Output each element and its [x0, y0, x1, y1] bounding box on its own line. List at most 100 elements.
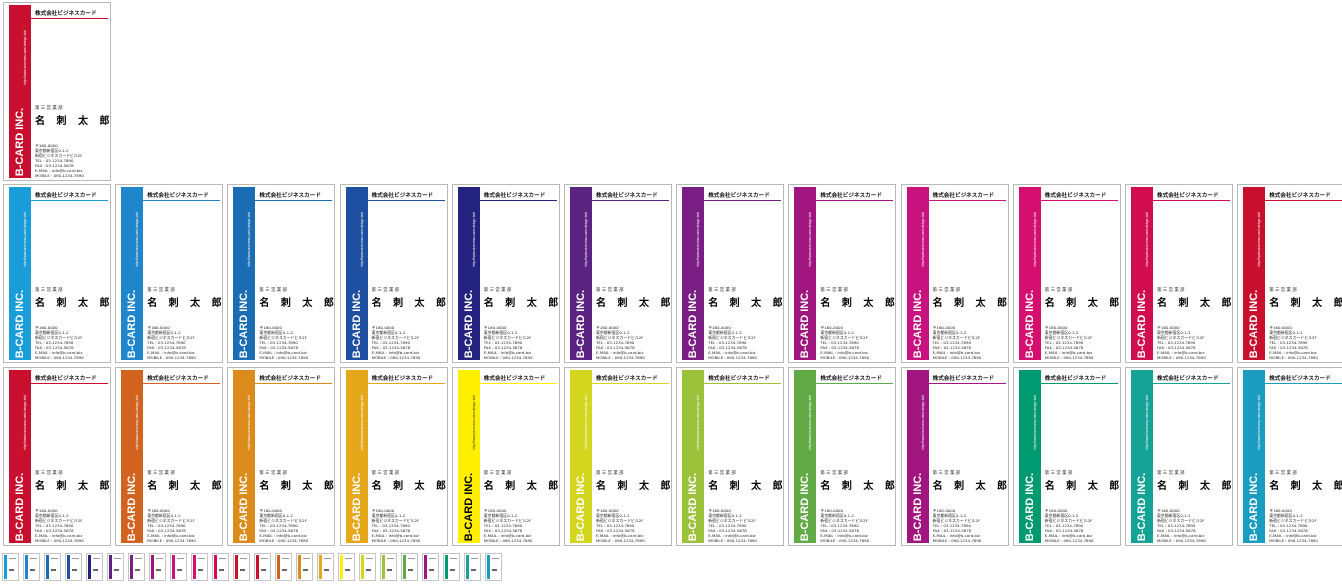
contact-line: 〒160-0000 — [820, 325, 844, 330]
thumbnail-band — [340, 555, 343, 579]
business-card[interactable]: B-CARD INC. http://www.business-card-desi… — [788, 367, 897, 546]
department: 第 三 営 業 部 — [1157, 288, 1185, 293]
business-card[interactable]: B-CARD INC. http://www.business-card-desi… — [1012, 367, 1121, 546]
thumbnail-band — [88, 555, 91, 579]
card-thumbnail[interactable] — [65, 553, 82, 581]
contact-block: 〒160-0000 東京都新宿区0-1-2 新宿ビジネスカードビル2F TEL : 0… — [820, 325, 869, 360]
card-thumbnail[interactable] — [149, 553, 166, 581]
thumbnail-line — [219, 558, 226, 559]
contact-block: 〒160-0000 東京都新宿区0-1-2 新宿ビジネスカードビル2F TEL : 0… — [1045, 325, 1094, 360]
card-thumbnail[interactable] — [296, 553, 313, 581]
thumbnail-name — [345, 569, 350, 571]
card-thumbnail[interactable] — [107, 553, 124, 581]
contact-line: 東京都新宿区0-1-2 — [35, 148, 69, 153]
card-thumbnail[interactable] — [128, 553, 145, 581]
card-thumbnail[interactable] — [212, 553, 229, 581]
contact-line: 新宿ビジネスカードビル2F — [1269, 335, 1317, 340]
company-name: 株式会社ビジネスカード — [708, 376, 770, 382]
contact-line: MOBILE : 090-1234-7890 — [708, 355, 757, 360]
business-card[interactable]: B-CARD INC. http://www.business-card-desi… — [564, 184, 672, 363]
business-card[interactable]: B-CARD INC. http://www.business-card-desi… — [676, 184, 785, 363]
company-name: 株式会社ビジネスカード — [820, 376, 882, 382]
thumbnail-name — [9, 569, 14, 571]
header-rule — [143, 383, 221, 384]
color-band: B-CARD INC. http://www.business-card-desi… — [9, 187, 31, 360]
business-card[interactable]: B-CARD INC. http://www.business-card-desi… — [115, 184, 224, 363]
company-name: 株式会社ビジネスカード — [820, 193, 882, 199]
contact-line: E-MAIL : info@b-card.biz — [708, 350, 756, 355]
color-band: B-CARD INC. http://www.business-card-desi… — [570, 187, 592, 360]
contact-line: 東京都新宿区0-1-2 — [1269, 330, 1303, 335]
business-card[interactable]: B-CARD INC. http://www.business-card-desi… — [676, 367, 785, 546]
card-thumbnail[interactable] — [317, 553, 334, 581]
card-thumbnail[interactable] — [191, 553, 208, 581]
thumbnail-band — [67, 555, 70, 579]
card-thumbnail[interactable] — [170, 553, 187, 581]
thumbnail-line — [282, 558, 289, 559]
person-name: 名 刺 太 郎 — [932, 481, 1009, 492]
card-thumbnail[interactable] — [464, 553, 481, 581]
card-thumbnail[interactable] — [44, 553, 61, 581]
business-card[interactable]: B-CARD INC. http://www.business-card-desi… — [1125, 367, 1233, 546]
card-thumbnail[interactable] — [254, 553, 271, 581]
thumbnail-band — [109, 555, 112, 579]
business-card[interactable]: B-CARD INC. http://www.business-card-desi… — [564, 367, 672, 546]
thumbnail-name — [135, 569, 140, 571]
company-name: 株式会社ビジネスカード — [596, 376, 658, 382]
thumbnail-line — [9, 558, 16, 559]
thumbnail-band — [25, 555, 28, 579]
business-card[interactable]: B-CARD INC. http://www.business-card-desi… — [227, 184, 336, 363]
color-band: B-CARD INC. http://www.business-card-desi… — [1131, 370, 1153, 543]
business-card[interactable]: B-CARD INC. http://www.business-card-desi… — [339, 367, 448, 546]
business-card[interactable]: B-CARD INC. http://www.business-card-desi… — [3, 2, 111, 181]
thumbnail-line — [93, 558, 100, 559]
business-card[interactable]: B-CARD INC. http://www.business-card-desi… — [900, 184, 1009, 363]
card-thumbnail[interactable] — [338, 553, 355, 581]
business-card[interactable]: B-CARD INC. http://www.business-card-desi… — [1237, 184, 1342, 363]
card-thumbnail[interactable] — [275, 553, 292, 581]
card-thumbnail[interactable] — [23, 553, 40, 581]
contact-line: FAX : 03-1234-5678 — [596, 528, 635, 533]
contact-line: 東京都新宿区0-1-2 — [259, 513, 293, 518]
business-card[interactable]: B-CARD INC. http://www.business-card-desi… — [339, 184, 448, 363]
business-card[interactable]: B-CARD INC. http://www.business-card-desi… — [900, 367, 1009, 546]
contact-block: 〒160-0000 東京都新宿区0-1-2 新宿ビジネスカードビル2F TEL : 0… — [933, 508, 982, 543]
card-thumbnail[interactable] — [2, 553, 19, 581]
department: 第 三 営 業 部 — [932, 471, 961, 476]
contact-block: 〒160-0000 東京都新宿区0-1-2 新宿ビジネスカードビル2F TEL : 0… — [708, 325, 757, 360]
company-name: 株式会社ビジネスカード — [1157, 193, 1219, 199]
card-thumbnail[interactable] — [380, 553, 397, 581]
contact-line: 東京都新宿区0-1-2 — [147, 513, 181, 518]
contact-line: TEL : 03-1234-7890 — [820, 523, 859, 528]
business-card[interactable]: B-CARD INC. http://www.business-card-desi… — [3, 184, 111, 363]
business-card[interactable]: B-CARD INC. http://www.business-card-desi… — [227, 367, 336, 546]
business-card[interactable]: B-CARD INC. http://www.business-card-desi… — [115, 367, 224, 546]
card-thumbnail[interactable] — [401, 553, 418, 581]
card-thumbnail[interactable] — [422, 553, 439, 581]
card-thumbnail[interactable] — [359, 553, 376, 581]
business-card[interactable]: B-CARD INC. http://www.business-card-desi… — [1237, 367, 1342, 546]
thumbnail-band — [361, 555, 364, 579]
card-thumbnail[interactable] — [86, 553, 103, 581]
contact-line: TEL : 03-1234-7890 — [708, 523, 747, 528]
business-card[interactable]: B-CARD INC. http://www.business-card-desi… — [1125, 184, 1233, 363]
contact-line: 新宿ビジネスカードビル2F — [371, 518, 420, 523]
header-rule — [31, 383, 108, 384]
card-thumbnail[interactable] — [485, 553, 502, 581]
business-card[interactable]: B-CARD INC. http://www.business-card-desi… — [1012, 184, 1121, 363]
color-band: B-CARD INC. http://www.business-card-desi… — [1018, 187, 1041, 360]
business-card[interactable]: B-CARD INC. http://www.business-card-desi… — [788, 184, 897, 363]
thumbnail-line — [135, 558, 142, 559]
card-thumbnail[interactable] — [443, 553, 460, 581]
card-thumbnail[interactable] — [233, 553, 250, 581]
color-band: B-CARD INC. http://www.business-card-desi… — [570, 370, 592, 543]
business-card[interactable]: B-CARD INC. http://www.business-card-desi… — [451, 184, 560, 363]
business-card[interactable]: B-CARD INC. http://www.business-card-desi… — [451, 367, 560, 546]
brand-logo: B-CARD INC. — [1136, 289, 1148, 358]
contact-line: MOBILE : 090-1234-7890 — [35, 173, 84, 178]
company-name: 株式会社ビジネスカード — [371, 376, 434, 382]
website-url: http://www.business-card-design.biz/ — [808, 211, 813, 267]
contact-line: TEL : 03-1234-7890 — [1044, 523, 1084, 528]
business-card[interactable]: B-CARD INC. http://www.business-card-desi… — [3, 367, 111, 546]
contact-line: 新宿ビジネスカードビル2F — [371, 335, 420, 340]
